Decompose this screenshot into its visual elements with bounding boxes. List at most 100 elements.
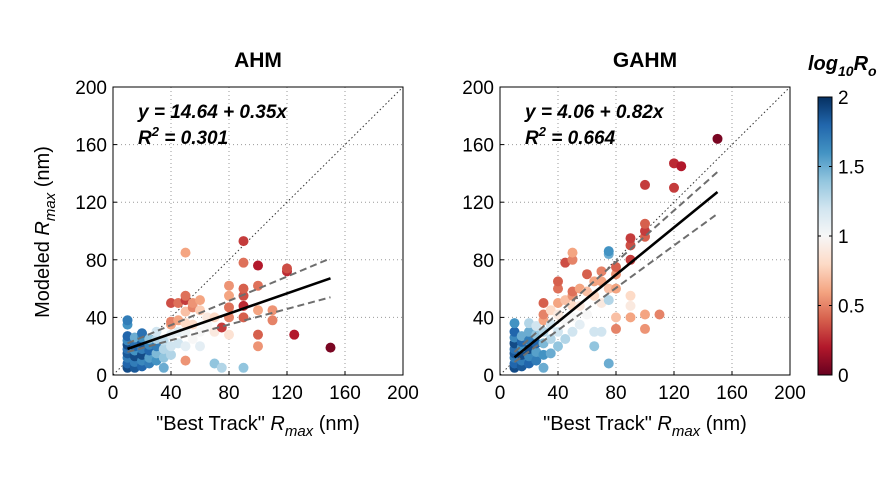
y-tick-label: 0 <box>483 366 494 387</box>
data-point <box>180 355 191 366</box>
x-tick-label: 200 <box>387 383 419 404</box>
data-point <box>625 290 636 301</box>
data-point <box>158 362 169 373</box>
y-tick-label: 160 <box>462 136 494 157</box>
colorbar-tick-label: 1 <box>838 227 849 248</box>
colorbar-title: log10Ro <box>808 53 877 79</box>
data-point <box>195 326 205 337</box>
gahm-x-ticks: 0 40 80 120 160 200 <box>495 371 806 404</box>
data-point <box>669 182 679 193</box>
data-point <box>166 298 176 308</box>
ahm-x-ticks: 0 40 80 120 160 200 <box>108 371 419 404</box>
data-point <box>122 315 133 326</box>
data-point <box>567 254 578 265</box>
data-point <box>676 161 687 172</box>
data-point <box>238 362 249 373</box>
y-tick-label: 40 <box>86 308 107 329</box>
x-tick-label: 80 <box>218 383 239 404</box>
data-point <box>238 283 249 294</box>
data-point <box>545 348 556 359</box>
data-point <box>531 355 542 366</box>
colorbar: 0 0.5 1 1.5 2 log10Ro <box>808 53 877 387</box>
y-tick-label: 200 <box>462 78 494 99</box>
colorbar-tick-label: 0.5 <box>838 297 864 318</box>
data-point <box>516 331 527 342</box>
ahm-y-ticks: 0 40 80 120 160 200 <box>75 78 117 387</box>
data-point <box>553 276 563 287</box>
colorbar-tick-label: 2 <box>838 88 849 109</box>
ci-lower-line <box>127 296 331 353</box>
colorbar-ticks: 0 0.5 1 1.5 2 <box>818 88 864 387</box>
gahm-r2: R2 = 0.664 <box>525 124 616 149</box>
data-point <box>129 332 140 343</box>
y-tick-label: 0 <box>96 366 107 387</box>
x-tick-label: 40 <box>160 383 181 404</box>
ci-lower-line <box>513 212 719 363</box>
colorbar-tick-label: 1.5 <box>838 158 864 179</box>
data-point <box>589 326 600 337</box>
x-tick-label: 120 <box>271 383 303 404</box>
regression-line <box>513 191 719 359</box>
data-point <box>538 298 549 308</box>
data-point <box>654 309 665 320</box>
data-point <box>224 280 234 291</box>
y-tick-label: 160 <box>75 136 107 157</box>
x-tick-label: 40 <box>547 383 568 404</box>
gahm-panel: GAHM 0 40 80 120 160 200 0 40 80 120 160 200 y = 4… <box>462 49 806 440</box>
x-tick-label: 200 <box>774 383 806 404</box>
x-tick-label: 120 <box>658 383 690 404</box>
data-point <box>267 315 278 326</box>
x-tick-label: 160 <box>329 383 361 404</box>
data-point <box>151 348 162 359</box>
data-point <box>224 302 234 313</box>
ahm-identity-line <box>112 86 404 376</box>
data-point <box>282 263 292 274</box>
ahm-fit-lines <box>127 257 331 353</box>
data-point <box>195 295 205 306</box>
y-tick-label: 120 <box>462 193 494 214</box>
data-point <box>625 312 636 323</box>
data-point <box>567 326 578 337</box>
x-tick-label: 0 <box>108 383 119 404</box>
data-point <box>209 358 220 369</box>
data-point <box>625 300 636 311</box>
data-point <box>289 329 300 340</box>
data-point <box>538 362 549 373</box>
data-point <box>180 341 191 352</box>
data-point <box>216 362 227 373</box>
data-point <box>625 233 636 244</box>
ahm-panel: AHM 0 40 80 120 160 200 0 40 80 120 160 200 y = 14… <box>32 49 419 440</box>
data-point <box>553 283 563 294</box>
regression-line <box>127 277 331 351</box>
data-point <box>238 257 249 268</box>
data-point <box>166 349 176 360</box>
ahm-y-axis-label: Modeled Rmax (nm) <box>32 146 59 318</box>
data-point <box>195 341 205 352</box>
data-point <box>187 334 198 344</box>
data-point <box>567 247 578 258</box>
data-point <box>589 341 600 352</box>
data-point <box>253 260 263 271</box>
x-tick-label: 0 <box>495 383 506 404</box>
data-point <box>180 290 191 301</box>
ahm-plot-frame <box>112 86 404 376</box>
data-point <box>640 309 650 320</box>
data-point <box>603 295 614 306</box>
y-tick-label: 200 <box>75 78 107 99</box>
data-point <box>224 329 234 340</box>
x-tick-label: 160 <box>716 383 748 404</box>
x-tick-label: 80 <box>605 383 626 404</box>
data-point <box>582 309 592 320</box>
data-point <box>253 305 263 316</box>
data-point <box>180 306 191 317</box>
data-point <box>509 318 520 329</box>
data-point <box>712 133 723 144</box>
data-point <box>238 236 249 247</box>
data-point <box>640 179 650 190</box>
gahm-plot-frame <box>499 86 791 376</box>
data-point <box>253 341 263 352</box>
y-tick-label: 80 <box>86 251 107 272</box>
data-point <box>640 323 650 334</box>
data-point <box>640 218 650 229</box>
